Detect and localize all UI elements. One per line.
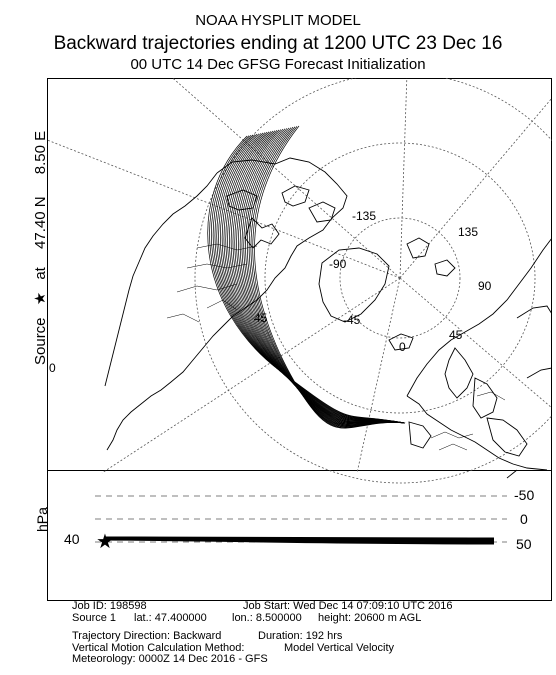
trajectory-line (254, 125, 406, 429)
meridian-label-neg45: -45 (343, 313, 361, 327)
vertical-left-value: 40 (64, 531, 80, 547)
trajectory-map: -135 135 -90 90 45 -45 45 0 0 ★ (47, 78, 552, 601)
duration: Duration: 192 hrs (258, 630, 343, 642)
trajectory-line (238, 129, 406, 425)
vertical-trace-line (104, 538, 495, 544)
meridian-label-45-west: 45 (254, 311, 268, 325)
vertical-frame (47, 470, 552, 601)
job-info: Job ID: 198598 Job Start: Wed Dec 14 07:… (72, 600, 542, 666)
meridian-label-neg90: -90 (329, 257, 347, 271)
trajectory-line (243, 128, 406, 426)
model-title: NOAA HYSPLIT MODEL (195, 12, 361, 29)
level-neg50: -50 (514, 487, 535, 503)
trajectory-line (230, 130, 406, 424)
trajectory-line (225, 131, 406, 424)
job-start: Job Start: Wed Dec 14 07:09:10 UTC 2016 (243, 600, 453, 612)
meridian-label-90: 90 (478, 279, 492, 293)
coastlines (104, 157, 552, 479)
vertical-profile: ★ (95, 495, 507, 553)
info-lon: lon.: 8.500000 (232, 611, 302, 624)
level-50: 50 (516, 536, 532, 552)
vertical-motion-label: Vertical Motion Calculation Method: (72, 641, 245, 654)
meridian-label-45-east: 45 (449, 328, 463, 342)
trajectory-direction: Trajectory Direction: Backward (72, 630, 222, 642)
level-0: 0 (520, 511, 528, 527)
trajectory-line (236, 129, 406, 424)
trajectory-line (223, 132, 406, 424)
lat-lon-grid (47, 78, 552, 484)
source-star-vertical-icon: ★ (96, 529, 114, 553)
vertical-trace-line (104, 537, 495, 543)
vertical-trace-line (104, 537, 495, 543)
forecast-init: 00 UTC 14 Dec GFSG Forecast Initializati… (130, 56, 426, 73)
trajectory-line (248, 126, 406, 427)
map-frame (47, 78, 552, 471)
trajectory-line (250, 126, 406, 428)
meridian-label-135: 135 (458, 225, 478, 239)
vertical-trace-line (104, 536, 495, 542)
info-lat: lat.: 47.400000 (134, 611, 207, 624)
info-height: height: 20600 m AGL (318, 611, 422, 624)
political-borders (166, 243, 506, 451)
job-id: Job ID: 198598 (72, 600, 147, 612)
vertical-trace-line (104, 539, 495, 545)
trajectory-line (232, 130, 406, 424)
trajectory-lines (207, 125, 406, 429)
meridian-label-0: 0 (399, 340, 406, 354)
source-number: Source 1 (72, 611, 117, 624)
meteorology: Meteorology: 0000Z 14 Dec 2016 - GFS (72, 653, 268, 665)
meridian-label-neg135: -135 (352, 209, 376, 223)
vertical-motion-value: Model Vertical Velocity (284, 641, 395, 654)
trajectory-title: Backward trajectories ending at 1200 UTC… (53, 33, 503, 54)
vertical-trace-line (104, 538, 495, 544)
meridian-label-0-left: 0 (49, 361, 56, 375)
vertical-axis-label: hPa (34, 507, 50, 532)
